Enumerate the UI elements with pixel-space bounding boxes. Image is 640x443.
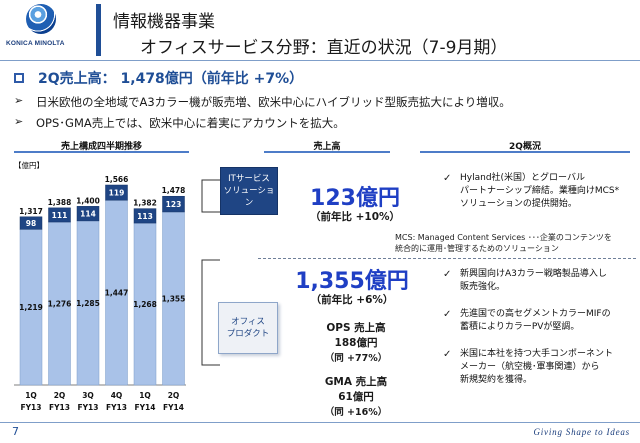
data-label-it: 114 <box>80 210 96 219</box>
sales-column-header: 売上高 <box>313 142 341 152</box>
x-tick-label: FY14 <box>135 403 156 412</box>
x-tick-label: 3Q <box>82 391 94 400</box>
page-title: 情報機器事業 <box>113 12 215 32</box>
data-label-total: 1,382 <box>133 199 157 208</box>
logo-text: KONICA MINOLTA <box>6 40 65 47</box>
footnote-line: 統合的に運用･管理するためのソリューション <box>395 244 559 253</box>
x-tick-label: FY13 <box>21 403 42 412</box>
x-tick-label: FY13 <box>49 403 70 412</box>
square-bullet-icon <box>14 73 24 83</box>
bar-segment-it <box>105 184 128 201</box>
mcs-footnote: MCS: Managed Content Services ･･･企業のコンテン… <box>395 232 635 254</box>
data-label-it: 111 <box>52 211 68 220</box>
page-number: 7 <box>12 425 19 438</box>
bullet-text: OPS･GMA売上では、欧米中心に着実にアカウントを拡大。 <box>36 116 345 130</box>
x-tick-label: 1Q <box>139 391 151 400</box>
office-products-box: オフィス プロダクト <box>218 302 278 354</box>
ops-sales-value: 188億円 <box>334 337 378 349</box>
check-icon: ✓ <box>443 269 452 280</box>
point-line: 蓄積によりカラーPVが堅調。 <box>460 322 580 332</box>
header-accent-bar <box>96 4 101 56</box>
data-label-it: 119 <box>109 189 125 198</box>
data-label-office: 1,268 <box>133 300 157 309</box>
data-label-it: 113 <box>137 212 153 221</box>
office-sales-value: 1,355億円 <box>295 269 409 294</box>
data-label-total: 1,400 <box>76 196 100 205</box>
arrow-bullet-icon: ➢ <box>14 115 24 128</box>
header-underline <box>14 151 189 153</box>
ops-sales-label: OPS 売上高 <box>326 322 386 334</box>
data-label-total: 1,388 <box>48 198 72 207</box>
ops-sales-yoy: （同 +77%） <box>324 353 388 364</box>
office-overview-point: 新興国向けA3カラー戦略製品導入し 販売強化。 <box>460 268 638 294</box>
data-label-it: 123 <box>166 200 182 209</box>
bracket-connector <box>201 179 220 366</box>
arrow-bullet-icon: ➢ <box>14 94 24 107</box>
check-icon: ✓ <box>443 309 452 320</box>
data-label-office: 1,355 <box>162 294 186 303</box>
headline-sales: 2Q売上高： 1,478億円（前年比 +7%） <box>38 71 304 87</box>
header-divider <box>0 60 640 61</box>
data-label-total: 1,317 <box>19 207 43 216</box>
point-line: メーカー（航空機･軍事関連）から <box>460 362 600 372</box>
data-label-it: 98 <box>26 219 36 228</box>
it-services-box: ITサービス ソリューション <box>220 167 278 215</box>
office-overview-point: 先進国での高セグメントカラーMIFの 蓄積によりカラーPVが堅調。 <box>460 308 638 334</box>
bullet-text: 日米欧他の全地域でA3カラー機が販売増、欧米中心にハイブリッド型販売拡大により増… <box>36 95 511 109</box>
it-sales-value: 123億円 <box>310 186 400 211</box>
bar-segment-it <box>76 206 100 222</box>
point-line: 新興国向けA3カラー戦略製品導入し <box>460 269 607 279</box>
point-line: 新規契約を獲得。 <box>460 375 533 385</box>
it-box-label: ITサービス <box>228 174 270 184</box>
check-icon: ✓ <box>443 349 452 360</box>
x-tick-label: FY14 <box>163 403 184 412</box>
page-subtitle: オフィスサービス分野：直近の状況（7-9月期） <box>140 38 508 58</box>
x-tick-label: FY13 <box>106 403 127 412</box>
office-overview-point: 米国に本社を持つ大手コンポーネント メーカー（航空機･軍事関連）から 新規契約を… <box>460 348 638 387</box>
header-underline <box>420 151 630 153</box>
overview-column-header: 2Q概況 <box>509 142 541 152</box>
point-line: Hyland社(米国）とグローバル <box>460 173 585 183</box>
x-tick-label: 2Q <box>54 391 66 400</box>
konica-minolta-logo-icon <box>26 4 56 34</box>
x-tick-label: 2Q <box>168 391 180 400</box>
point-line: 販売強化。 <box>460 282 506 292</box>
point-line: 米国に本社を持つ大手コンポーネント <box>460 349 614 359</box>
gma-sales-yoy: （同 +16%） <box>324 407 388 418</box>
gma-sales-label: GMA 売上高 <box>324 376 388 388</box>
bar-segment-it <box>48 207 71 223</box>
brand-tagline: Giving Shape to Ideas <box>533 427 630 437</box>
data-label-office: 1,276 <box>48 300 72 309</box>
point-line: ソリューションの提供開始。 <box>460 199 577 209</box>
it-box-label: ソリューション <box>223 186 275 208</box>
check-icon: ✓ <box>443 173 452 184</box>
x-tick-label: 1Q <box>25 391 37 400</box>
header-underline <box>264 151 390 153</box>
office-box-label: オフィス <box>231 317 265 327</box>
gma-sales-value: 61億円 <box>338 391 374 403</box>
point-line: 先進国での高セグメントカラーMIFの <box>460 309 611 319</box>
office-box-label: プロダクト <box>226 329 270 339</box>
x-tick-label: FY13 <box>78 403 99 412</box>
x-tick-label: 4Q <box>111 391 123 400</box>
footer-divider <box>0 422 640 423</box>
it-overview-point: Hyland社(米国）とグローバル パートナーシップ締結。業種向けMCS* ソリ… <box>460 172 638 211</box>
chart-column-header: 売上構成四半期推移 <box>60 142 142 152</box>
section-divider <box>258 258 636 259</box>
quarterly-sales-chart: 1,219 98 1,317 1Q FY13 1,276 111 1,388 2Q FY13 1,2… <box>14 175 186 412</box>
bar-segment-it <box>162 195 185 213</box>
data-label-total: 1,478 <box>162 186 186 195</box>
it-sales-yoy: （前年比 +10%） <box>309 211 401 223</box>
chart-unit-label: 【億円】 <box>14 161 44 170</box>
data-label-office: 1,447 <box>105 289 129 298</box>
bar-segment-it <box>133 208 157 224</box>
data-label-office: 1,285 <box>76 299 100 308</box>
office-sales-yoy: （前年比 +6%） <box>310 294 394 306</box>
bar-segment-it <box>19 216 43 230</box>
data-label-total: 1,566 <box>105 175 129 184</box>
point-line: パートナーシップ締結。業種向けMCS* <box>460 186 620 196</box>
data-label-office: 1,219 <box>19 303 43 312</box>
footnote-line: MCS: Managed Content Services ･･･企業のコンテン… <box>395 233 612 242</box>
